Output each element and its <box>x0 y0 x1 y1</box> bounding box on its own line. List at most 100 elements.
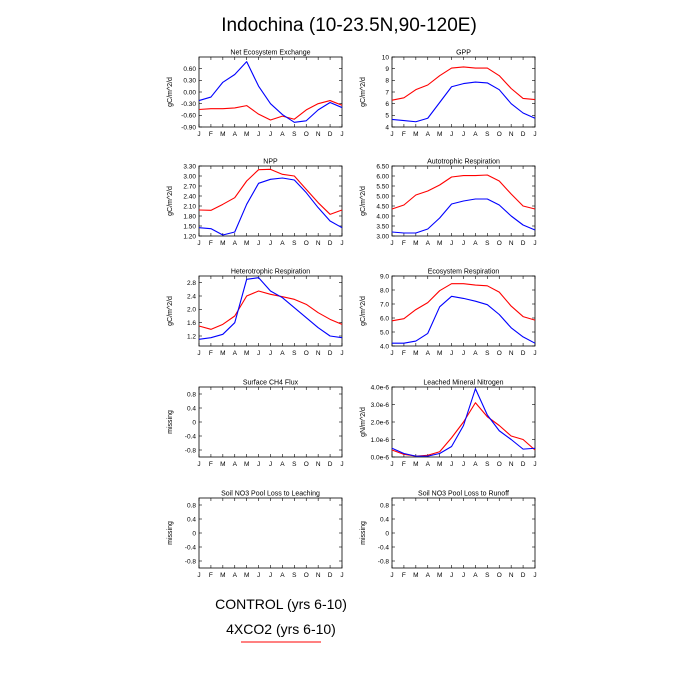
y-tick-label: 10 <box>382 54 390 61</box>
chart-title: Heterotrophic Respiration <box>231 269 310 276</box>
y-tick-label: 1.50 <box>183 223 196 230</box>
x-tick-label: N <box>509 131 514 138</box>
x-tick-label: A <box>426 461 431 468</box>
y-tick-label: 5.50 <box>376 183 389 190</box>
y-tick-label: 0 <box>385 530 389 537</box>
y-tick-label: 0 <box>192 419 196 426</box>
y-tick-label: 9.0 <box>380 273 389 280</box>
series-line-control <box>392 295 536 344</box>
y-tick-label: 4.0e-6 <box>371 384 390 391</box>
y-tick-label: -0.8 <box>185 447 197 454</box>
x-tick-label: O <box>304 131 309 138</box>
x-tick-label: S <box>485 131 490 138</box>
y-tick-label: 2.4 <box>187 293 196 300</box>
chart-title: Leached Mineral Nitrogen <box>423 380 503 387</box>
x-tick-label: D <box>328 131 333 138</box>
y-tick-label: 6 <box>385 101 389 108</box>
x-tick-label: S <box>485 461 490 468</box>
y-tick-label: 0.4 <box>187 405 196 412</box>
x-tick-label: M <box>220 350 225 357</box>
x-tick-label: J <box>257 572 260 579</box>
x-tick-label: F <box>209 350 213 357</box>
y-tick-label: 4.00 <box>376 213 389 220</box>
y-tick-label: 3.0e-6 <box>371 402 390 409</box>
x-tick-label: A <box>426 131 431 138</box>
x-tick-label: J <box>450 461 453 468</box>
x-tick-label: M <box>220 131 225 138</box>
x-tick-label: F <box>402 572 406 579</box>
x-tick-label: A <box>426 572 431 579</box>
y-tick-label: -0.4 <box>378 544 390 551</box>
y-tick-label: 2.0e-6 <box>371 419 390 426</box>
y-tick-label: 4 <box>385 124 389 131</box>
y-tick-label: 0.8 <box>380 502 389 509</box>
x-tick-label: J <box>462 240 465 247</box>
x-tick-label: M <box>413 572 418 579</box>
x-tick-label: J <box>340 461 343 468</box>
x-tick-label: A <box>233 350 238 357</box>
y-tick-label: 2.8 <box>187 280 196 287</box>
x-tick-label: S <box>485 572 490 579</box>
x-tick-label: D <box>521 461 526 468</box>
x-tick-label: M <box>437 461 442 468</box>
x-tick-label: F <box>209 131 213 138</box>
x-tick-label: O <box>304 572 309 579</box>
x-tick-label: J <box>462 350 465 357</box>
y-tick-label: 2.10 <box>183 203 196 210</box>
x-tick-label: A <box>426 240 431 247</box>
x-tick-label: S <box>292 131 297 138</box>
y-tick-label: 5.0 <box>380 329 389 336</box>
x-tick-label: J <box>269 240 272 247</box>
x-tick-label: O <box>304 240 309 247</box>
y-axis-label: gC/m^2/d <box>360 77 367 107</box>
plot-frame <box>198 56 343 128</box>
y-tick-label: 8.0 <box>380 287 389 294</box>
chart-title: Net Ecosystem Exchange <box>230 50 310 57</box>
y-tick-label: 0.8 <box>187 391 196 398</box>
y-tick-label: -0.8 <box>378 558 390 565</box>
x-tick-label: M <box>220 240 225 247</box>
x-tick-label: M <box>413 131 418 138</box>
x-tick-label: S <box>485 350 490 357</box>
x-tick-label: S <box>292 572 297 579</box>
x-tick-label: D <box>521 350 526 357</box>
x-tick-label: N <box>509 461 514 468</box>
x-tick-label: M <box>220 461 225 468</box>
x-tick-label: D <box>328 350 333 357</box>
x-tick-label: J <box>450 572 453 579</box>
plot-frame <box>198 165 343 237</box>
x-tick-label: J <box>269 461 272 468</box>
x-tick-label: A <box>473 461 478 468</box>
x-tick-label: N <box>316 131 321 138</box>
y-tick-label: 7.0 <box>380 301 389 308</box>
x-tick-label: F <box>402 240 406 247</box>
x-tick-label: J <box>390 240 393 247</box>
legend-label-4xco2: 4XCO2 (yrs 6-10) <box>226 621 336 637</box>
x-tick-label: J <box>340 350 343 357</box>
y-tick-label: 0.4 <box>187 516 196 523</box>
x-tick-label: J <box>340 572 343 579</box>
figure-title: Indochina (10-23.5N,90-120E) <box>221 15 477 36</box>
y-tick-label: 3.30 <box>183 163 196 170</box>
chart-title: GPP <box>456 50 471 57</box>
x-tick-label: A <box>280 461 285 468</box>
x-tick-label: A <box>233 131 238 138</box>
chart-title: Ecosystem Respiration <box>428 269 500 276</box>
x-tick-label: J <box>533 572 536 579</box>
y-axis-label: missing <box>167 521 174 545</box>
x-tick-label: M <box>220 572 225 579</box>
x-tick-label: J <box>462 461 465 468</box>
x-tick-label: A <box>280 131 285 138</box>
y-tick-label: 7 <box>385 89 389 96</box>
x-tick-label: A <box>473 131 478 138</box>
series-line-4xco2 <box>391 174 536 210</box>
x-tick-label: O <box>497 572 502 579</box>
x-tick-label: J <box>533 131 536 138</box>
x-tick-label: M <box>413 240 418 247</box>
series-line-control <box>198 277 343 340</box>
x-tick-label: S <box>292 461 297 468</box>
